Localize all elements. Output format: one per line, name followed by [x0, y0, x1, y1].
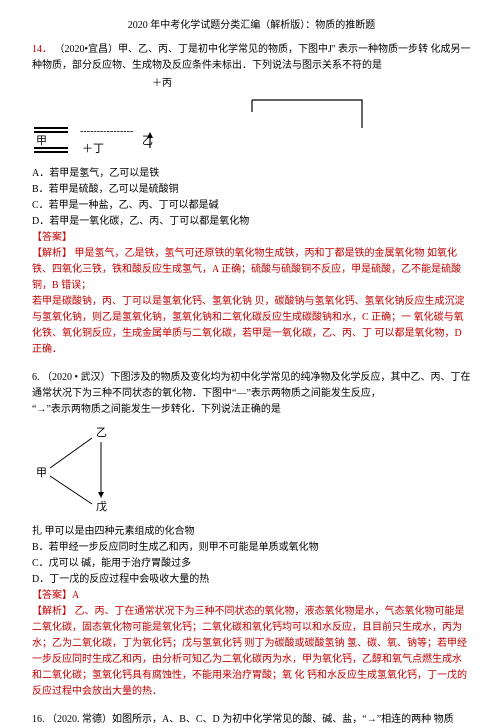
- q14-answer-label: 【答案】: [32, 230, 471, 246]
- d1-ding: ＋丁: [82, 143, 104, 154]
- q6-analysis-text: 乙、丙、丁在通常状况下为三种不同状态的氧化物，液态氧化物是水，气态氧化物可能是二…: [32, 606, 467, 697]
- q6-stem-text-1: （2020 • 武汉）下图涉及的物质及变化均为初中化学常见的纯净物及化学反应，其…: [32, 372, 471, 399]
- d2-jia: 甲: [36, 467, 47, 479]
- page-title: 2020 年中考化学试题分类汇编（解析版）：物质的推断题: [32, 18, 471, 34]
- q14-diagram: 甲 ---------------- 乙 ＋丁: [32, 98, 471, 160]
- q14-number: 14．: [32, 44, 52, 55]
- q14-analysis-1: 【解析】 甲是氢气，乙是铁，氢气可还原铁的氧化物生成铁，丙和丁都是铁的金属氧化物…: [32, 246, 471, 294]
- q6-answer-label: 【答案】A: [32, 588, 471, 604]
- q14-analysis-text-1: 甲是氢气，乙是铁，氢气可还原铁的氧化物生成铁，丙和丁都是铁的金属氧化物 如氧化铁…: [32, 248, 461, 291]
- q6-diagram: 甲 乙 戊: [32, 424, 471, 520]
- q14-plus-bing: ＋丙: [32, 76, 471, 92]
- q6-analysis: 【解析】 乙、丙、丁在通常状况下为三种不同状态的氧化物，液态氧化物是水，气态氧化…: [32, 604, 471, 700]
- d2-yi: 乙: [96, 426, 107, 439]
- q14-option-d: D．若甲是一氧化碳，乙、丙、丁可以都是氧化物: [32, 214, 471, 230]
- q16-stem-text: （2020. 常德）如图所示，A、B、C、D 为初中化学常见的酸、碱、盐，“→”…: [47, 714, 454, 725]
- q14-option-b: B．若甲是硫酸，乙可以是硫酸铜: [32, 182, 471, 198]
- q6-analysis-label: 【解析】: [32, 606, 72, 617]
- q6-option-c: C．戊可以 碱，能用于治疗胃酸过多: [32, 556, 471, 572]
- q14-analysis-label: 【解析】: [32, 248, 72, 259]
- q6-number: 6.: [32, 372, 40, 383]
- d1-jia: 甲: [36, 135, 47, 147]
- q16-number: 16.: [32, 714, 45, 725]
- q16-stem: 16. （2020. 常德）如图所示，A、B、C、D 为初中化学常见的酸、碱、盐…: [32, 712, 471, 728]
- q14-analysis-text-2: 若甲是碳酸钠，丙、丁可以是氢氧化钙、氢氧化钠 贝，碳酸钠与氢氧化钙、氢氧化钠反应…: [32, 294, 471, 358]
- d2-wu: 戊: [96, 500, 107, 513]
- q6-option-b: B．若甲经一步反应同时生成乙和丙，则甲不可能是单质或氧化物: [32, 540, 471, 556]
- q14-option-a: A．若甲是氢气，乙可以是铁: [32, 166, 471, 182]
- q14-stem-text: （2020•宜昌）甲、乙、丙、丁是初中化学常见的物质，下图中J'' 表示一种物质…: [32, 44, 471, 71]
- q6-stem-2: “→”表示两物质之间能发生一步转化．下列说法正确的是: [32, 402, 471, 418]
- q6-stem-1: 6. （2020 • 武汉）下图涉及的物质及变化均为初中化学常见的纯净物及化学反…: [32, 370, 471, 402]
- q14-stem: 14． （2020•宜昌）甲、乙、丙、丁是初中化学常见的物质，下图中J'' 表示…: [32, 42, 471, 74]
- q6-option-a: 扎 甲可以是由四种元素组成的化合物: [32, 524, 471, 540]
- q6-option-d: D．丁一戊的反应过程中会吸收大量的热: [32, 572, 471, 588]
- q14-option-c: C．若甲是一种盐，乙、丙、丁可以都是碱: [32, 198, 471, 214]
- svg-text:----------------: ----------------: [80, 126, 133, 137]
